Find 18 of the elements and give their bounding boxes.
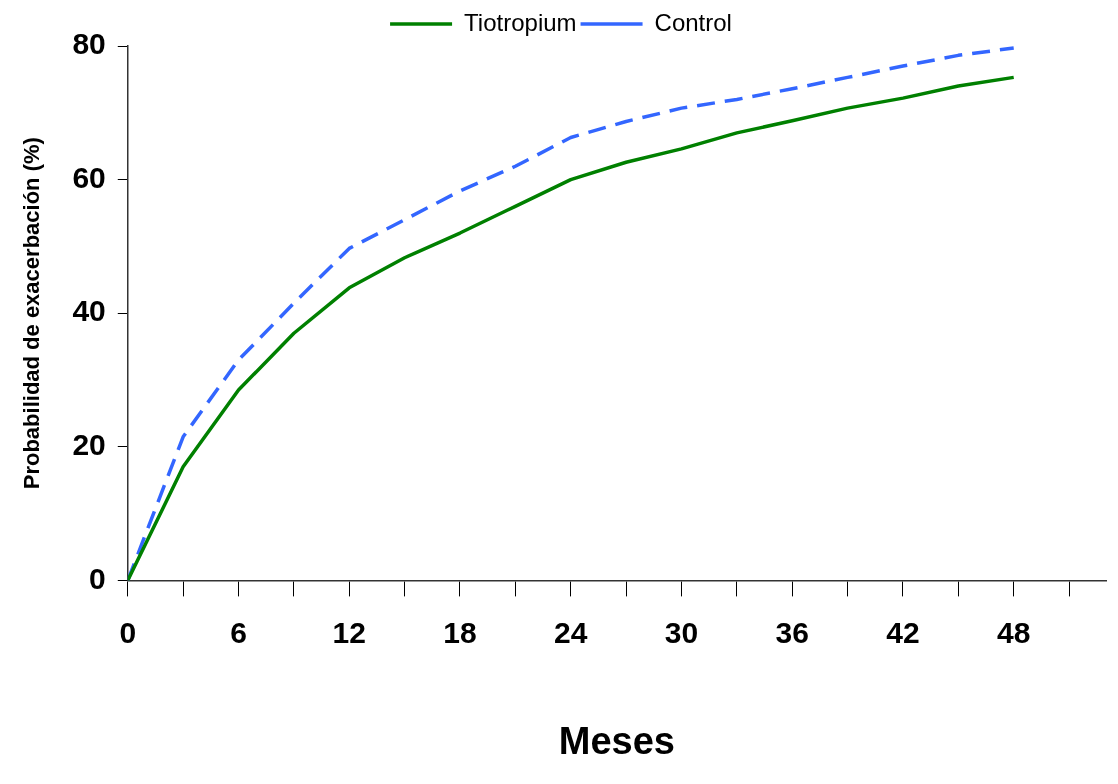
x-tick-label: 12 [332,615,366,649]
legend-label: Control [654,8,732,36]
x-tick-label: 6 [230,615,247,649]
y-tick-label: 0 [89,561,106,595]
y-tick-label: 80 [72,27,106,61]
x-tick-label: 30 [664,615,699,649]
y-tick-label: 40 [72,294,106,328]
y-tick-label: 60 [72,160,106,194]
x-tick-label: 18 [443,615,477,649]
x-tick-label: 48 [997,615,1031,649]
x-axis-title: Meses [558,719,675,762]
x-tick-label: 42 [886,615,920,649]
x-tick-label: 36 [775,615,809,649]
x-tick-label: 0 [119,615,137,649]
x-tick-label: 24 [554,615,588,649]
legend-label: Tiotropium [464,8,577,36]
y-axis-title: Probabilidad de exacerbación (%) [19,137,45,490]
y-tick-label: 20 [72,428,106,462]
